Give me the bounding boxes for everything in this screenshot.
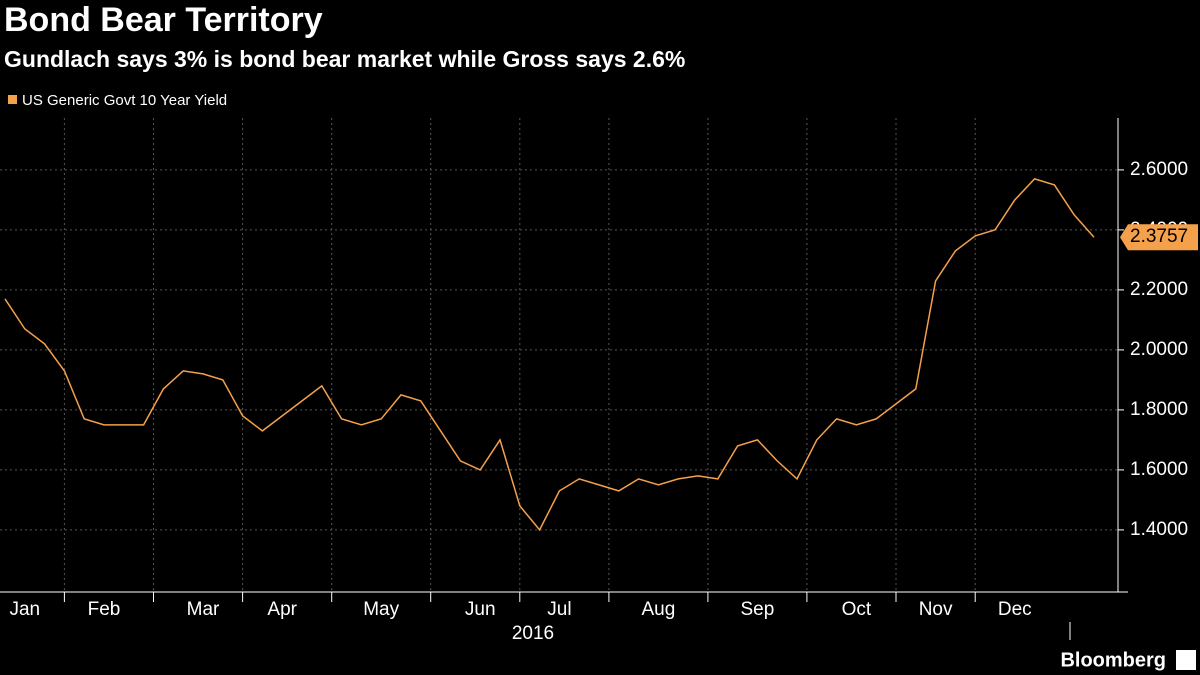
x-tick-label: Feb	[88, 599, 121, 620]
x-tick-label: Apr	[267, 599, 297, 620]
x-tick-label: May	[363, 599, 399, 620]
x-tick-label: Jan	[9, 599, 40, 620]
x-axis-label: 2016	[512, 623, 554, 644]
logo	[1176, 650, 1196, 670]
x-tick-label: Nov	[919, 599, 953, 620]
last-value-tag	[1120, 224, 1198, 251]
y-tick-label: 2.2000	[1130, 279, 1188, 300]
x-tick-label: Sep	[740, 599, 774, 620]
legend-label: US Generic Govt 10 Year Yield	[22, 92, 227, 109]
x-tick-label: Jun	[465, 599, 496, 620]
y-tick-label: 1.6000	[1130, 459, 1188, 480]
legend-swatch	[8, 95, 17, 104]
x-tick-label: Dec	[998, 599, 1032, 620]
source: Bloomberg	[1060, 649, 1166, 671]
chart-subtitle: Gundlach says 3% is bond bear market whi…	[4, 46, 685, 72]
y-tick-label: 1.8000	[1130, 399, 1188, 420]
x-tick-label: Oct	[842, 599, 872, 620]
y-tick-label: 2.6000	[1130, 159, 1188, 180]
x-tick-label: Aug	[641, 599, 675, 620]
chart-title: Bond Bear Territory	[4, 1, 323, 39]
x-tick-label: Mar	[187, 599, 220, 620]
x-tick-label: Jul	[547, 599, 571, 620]
series-line	[4, 178, 1095, 532]
y-tick-label: 1.4000	[1130, 519, 1188, 540]
y-tick-label: 2.0000	[1130, 339, 1188, 360]
last-value-label: 2.3757	[1130, 226, 1188, 247]
